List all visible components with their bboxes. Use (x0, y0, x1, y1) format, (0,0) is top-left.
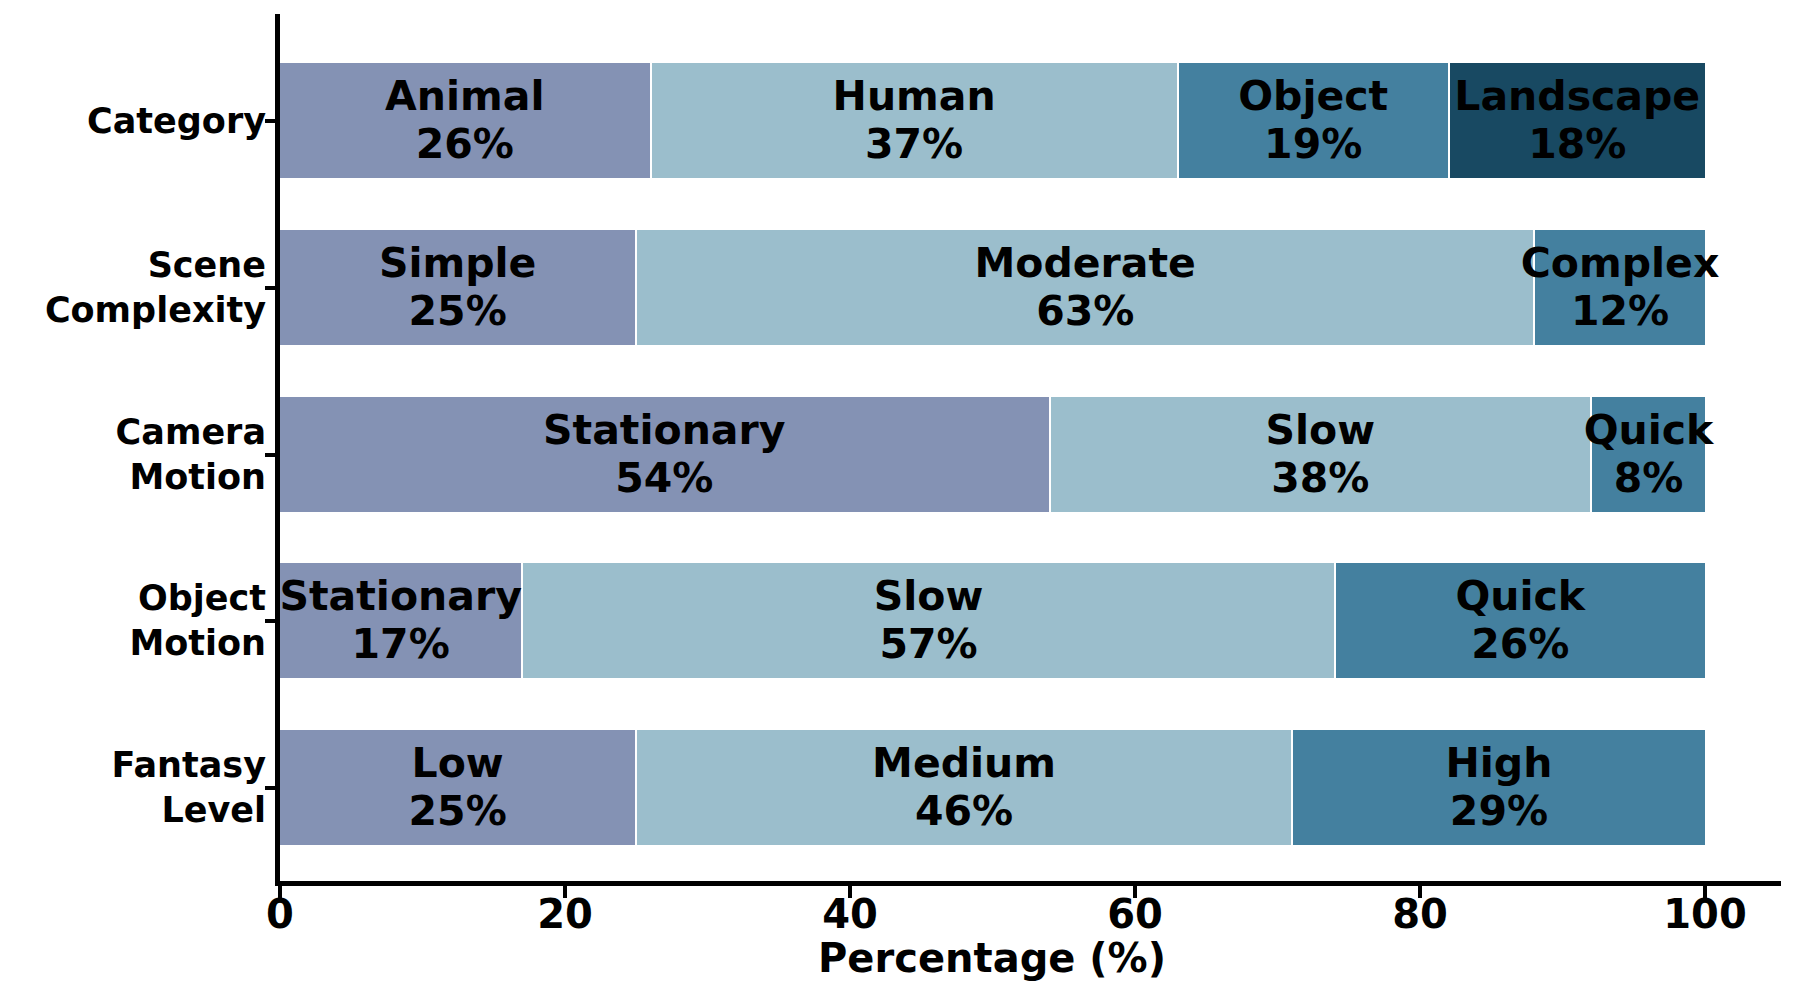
bar-segment-complex: Complex12% (1535, 230, 1705, 345)
segment-name: Simple (379, 240, 537, 288)
bar-segment-simple: Simple25% (280, 230, 635, 345)
segment-label: Slow57% (874, 573, 984, 669)
segment-value: 26% (1455, 621, 1585, 669)
y-axis-label-line: Fantasy (112, 743, 266, 788)
segment-value: 38% (1265, 455, 1375, 503)
segment-name: Animal (385, 73, 544, 121)
segment-value: 25% (379, 288, 537, 336)
segment-name: High (1445, 740, 1552, 788)
segment-label: Slow38% (1265, 407, 1375, 503)
segment-label: Stationary54% (543, 407, 785, 503)
y-axis-label: FantasyLevel (112, 743, 266, 833)
segment-name: Moderate (974, 240, 1195, 288)
segment-value: 46% (872, 788, 1056, 836)
segment-name: Slow (1265, 407, 1375, 455)
y-axis-label: CameraMotion (116, 410, 266, 500)
segment-name: Stationary (543, 407, 785, 455)
y-tick-mark (265, 619, 276, 623)
segment-label: High29% (1445, 740, 1552, 836)
y-axis-label-line: Complexity (45, 288, 266, 333)
segment-value: 26% (385, 121, 544, 169)
segment-name: Low (409, 740, 507, 788)
y-tick-mark (265, 286, 276, 290)
bar-segment-quick: Quick26% (1336, 563, 1706, 678)
y-tick-mark (265, 453, 276, 457)
segment-value: 25% (409, 788, 507, 836)
x-tick-label: 80 (1340, 892, 1500, 936)
segment-value: 57% (874, 621, 984, 669)
y-axis-label-line: Category (87, 98, 266, 143)
y-tick-mark (265, 119, 276, 123)
segment-name: Medium (872, 740, 1056, 788)
segment-label: Stationary17% (279, 573, 521, 669)
segment-value: 54% (543, 455, 785, 503)
bar-row-category: Animal26% Human37% Object19% Landscape18% (280, 63, 1705, 178)
stacked-bar-chart: Animal26%Human37%Object19%Landscape18%Si… (0, 0, 1800, 1000)
bar-segment-low: Low25% (280, 730, 635, 845)
x-axis-title: Percentage (%) (592, 936, 1392, 980)
bar-segment-slow: Slow57% (523, 563, 1333, 678)
bar-row-scene-complexity: Simple25% Moderate63% Complex12% (280, 230, 1705, 345)
segment-value: 63% (974, 288, 1195, 336)
bar-segment-high: High29% (1293, 730, 1705, 845)
y-axis-label: Category (87, 98, 266, 143)
y-tick-mark (265, 786, 276, 790)
segment-name: Stationary (279, 573, 521, 621)
y-axis-label-line: Motion (129, 621, 266, 666)
segment-label: Quick26% (1455, 573, 1585, 669)
segment-value: 19% (1238, 121, 1388, 169)
y-axis-label-line: Motion (116, 455, 266, 500)
segment-name: Complex (1521, 240, 1720, 288)
segment-label: Low25% (409, 740, 507, 836)
bar-segment-medium: Medium46% (637, 730, 1291, 845)
segment-label: Object19% (1238, 73, 1388, 169)
segment-label: Simple25% (379, 240, 537, 336)
bar-row-fantasy-level: Low25% Medium46% High29% (280, 730, 1705, 845)
bar-segment-object: Object19% (1179, 63, 1448, 178)
bar-segment-human: Human37% (652, 63, 1177, 178)
segment-value: 29% (1445, 788, 1552, 836)
segment-name: Quick (1584, 407, 1714, 455)
x-tick-label: 40 (770, 892, 930, 936)
bar-row-camera-motion: Stationary54% Slow38% Quick8% (280, 397, 1705, 512)
y-axis-label-line: Level (112, 788, 266, 833)
x-axis-spine (275, 881, 1781, 886)
segment-value: 8% (1584, 455, 1714, 503)
bar-segment-stationary: Stationary17% (280, 563, 521, 678)
y-axis-label-line: Camera (116, 410, 266, 455)
segment-name: Quick (1455, 573, 1585, 621)
y-axis-label: SceneComplexity (45, 243, 266, 333)
bar-segment-animal: Animal26% (280, 63, 650, 178)
bar-segment-moderate: Moderate63% (637, 230, 1533, 345)
segment-value: 17% (279, 621, 521, 669)
segment-label: Quick8% (1584, 407, 1714, 503)
bar-segment-slow: Slow38% (1051, 397, 1591, 512)
segment-name: Human (833, 73, 996, 121)
segment-value: 18% (1454, 121, 1700, 169)
bar-segment-stationary: Stationary54% (280, 397, 1049, 512)
segment-label: Medium46% (872, 740, 1056, 836)
bar-segment-landscape: Landscape18% (1450, 63, 1706, 178)
y-axis-label-line: Object (129, 576, 266, 621)
segment-label: Animal26% (385, 73, 544, 169)
segment-label: Human37% (833, 73, 996, 169)
segment-name: Slow (874, 573, 984, 621)
segment-value: 37% (833, 121, 996, 169)
segment-value: 12% (1521, 288, 1720, 336)
y-axis-label-line: Scene (45, 243, 266, 288)
segment-name: Landscape (1454, 73, 1700, 121)
segment-label: Complex12% (1521, 240, 1720, 336)
segment-label: Landscape18% (1454, 73, 1700, 169)
x-tick-label: 20 (485, 892, 645, 936)
x-tick-label: 60 (1055, 892, 1215, 936)
bar-row-object-motion: Stationary17% Slow57% Quick26% (280, 563, 1705, 678)
bar-segment-quick: Quick8% (1592, 397, 1705, 512)
segment-name: Object (1238, 73, 1388, 121)
segment-label: Moderate63% (974, 240, 1195, 336)
x-tick-label: 100 (1625, 892, 1785, 936)
x-tick-label: 0 (200, 892, 360, 936)
y-axis-label: ObjectMotion (129, 576, 266, 666)
